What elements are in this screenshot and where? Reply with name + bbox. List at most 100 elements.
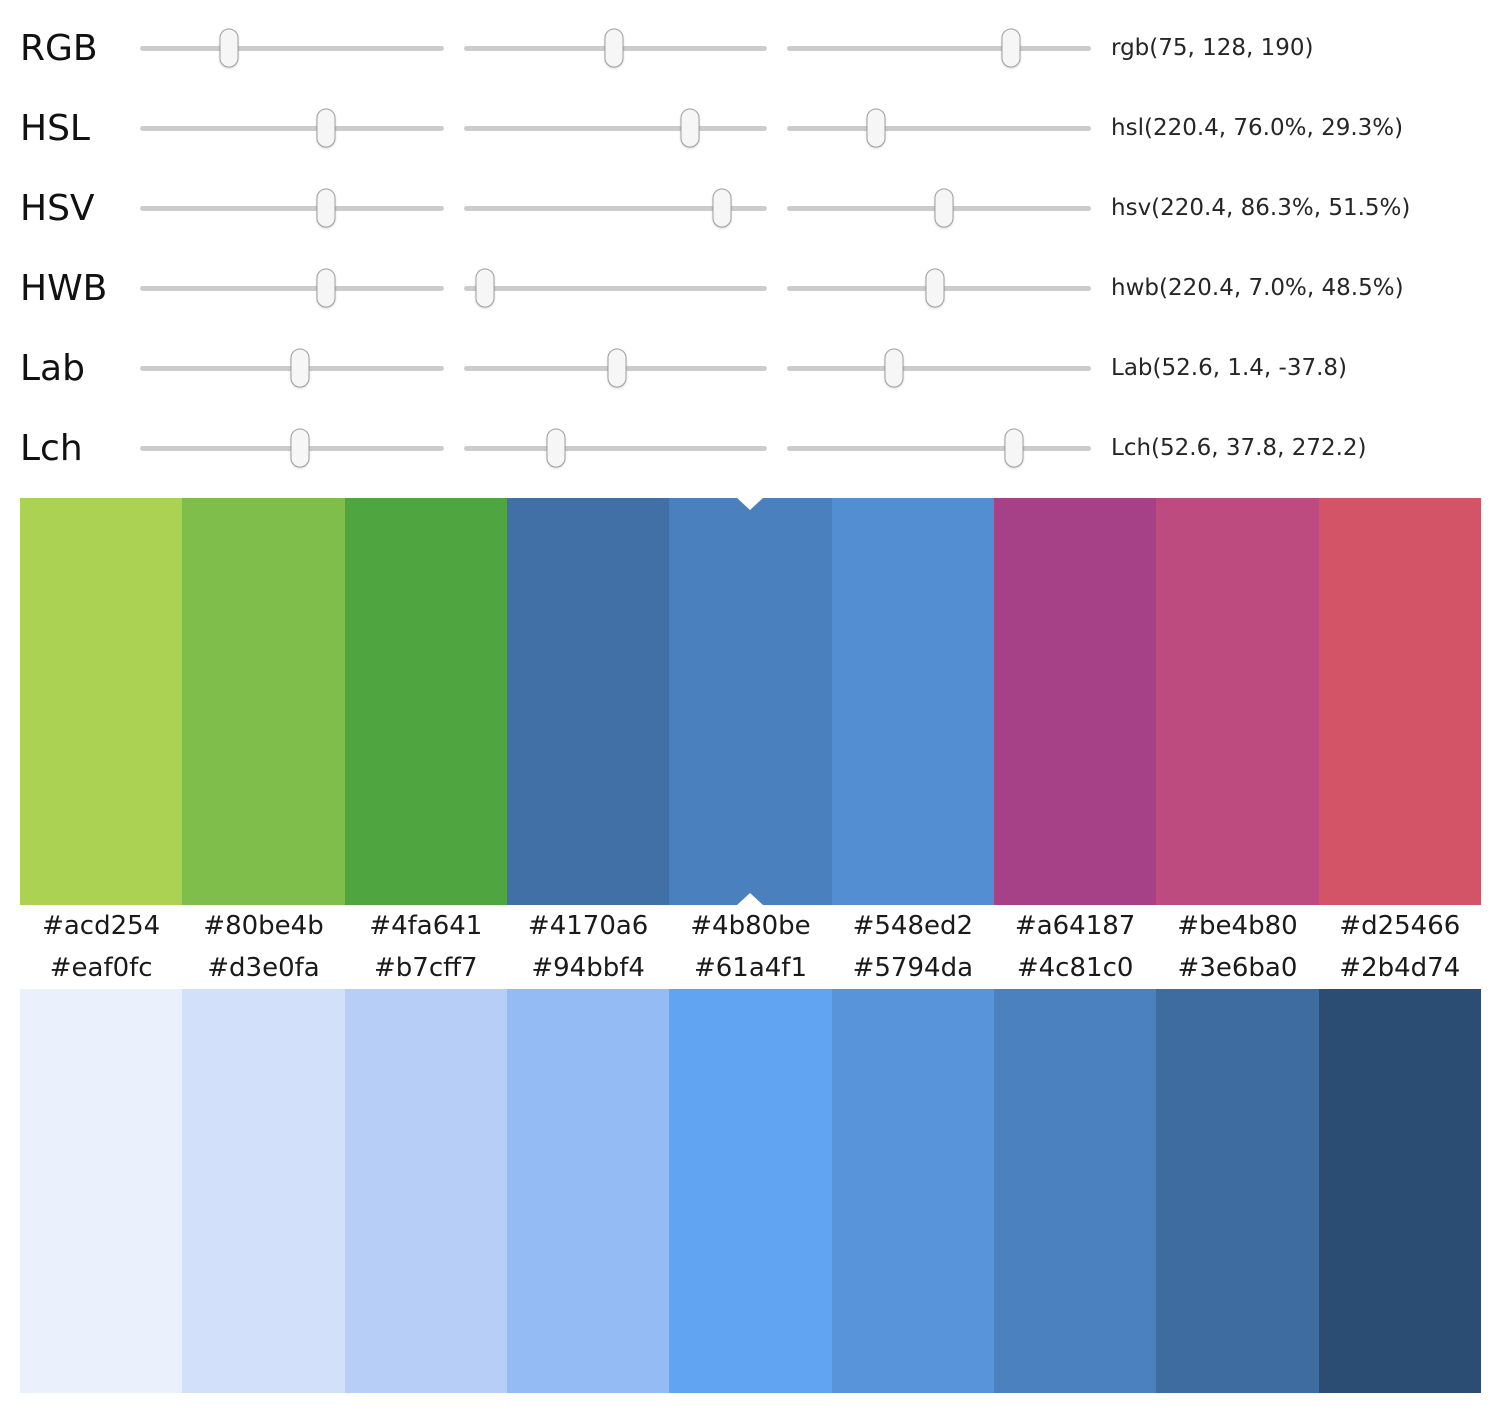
selected-swatch-notch-bottom-icon: [737, 893, 764, 905]
palette-swatch[interactable]: [1156, 498, 1319, 905]
palette-swatch[interactable]: [993, 498, 1157, 905]
palette-swatch[interactable]: [1318, 989, 1481, 1393]
colorspace-label: HSL: [20, 107, 90, 149]
channel-3-slider[interactable]: [787, 426, 1092, 470]
color-value-text: hsv(220.4, 86.3%, 51.5%): [1111, 195, 1411, 221]
swatch-hex-label: #4170a6: [527, 911, 649, 941]
slider-thumb[interactable]: [316, 188, 336, 228]
swatch-hex-label: #61a4f1: [693, 953, 807, 983]
swatch-hex-label: #2b4d74: [1339, 953, 1461, 983]
palette-swatch[interactable]: [20, 498, 183, 905]
slider-row-hsv: HSV hsv(220.4, 86.3%, 51.5%): [20, 168, 1481, 248]
palette-swatch[interactable]: [669, 989, 832, 1393]
slider-row-hwb: HWB hwb(220.4, 7.0%, 48.5%): [20, 248, 1481, 328]
slider-thumb[interactable]: [607, 348, 627, 388]
palette-swatch[interactable]: [182, 498, 345, 905]
slider-thumb[interactable]: [680, 108, 700, 148]
swatch-hex-label: #4fa641: [369, 911, 483, 941]
slider-thumb[interactable]: [934, 188, 954, 228]
palette-swatch[interactable]: [506, 989, 670, 1393]
swatch-hex-label: #94bbf4: [531, 953, 645, 983]
channel-3-slider[interactable]: [787, 106, 1092, 150]
channel-2-slider[interactable]: [463, 346, 768, 390]
slider-thumb[interactable]: [604, 28, 624, 68]
slider-thumb[interactable]: [866, 108, 886, 148]
slider-thumb[interactable]: [475, 268, 495, 308]
palette-swatch[interactable]: [831, 989, 994, 1393]
slider-track[interactable]: [140, 125, 444, 131]
main-palette-hex-labels: #acd254 #80be4b #4fa641 #4170a6 #4b80be …: [20, 905, 1481, 947]
swatch-hex-label: #3e6ba0: [1177, 953, 1298, 983]
channel-1-slider[interactable]: [140, 426, 444, 470]
channel-2-slider[interactable]: [463, 106, 768, 150]
channel-2-slider[interactable]: [463, 266, 768, 310]
swatch-hex-label: #80be4b: [203, 911, 324, 941]
slider-track[interactable]: [787, 125, 1092, 131]
swatch-hex-label: #4b80be: [690, 911, 811, 941]
channel-3-slider[interactable]: [787, 186, 1092, 230]
slider-track[interactable]: [463, 445, 768, 451]
palette-swatch[interactable]: [993, 989, 1157, 1393]
slider-thumb[interactable]: [884, 348, 904, 388]
slider-thumb[interactable]: [546, 428, 566, 468]
slider-thumb[interactable]: [316, 108, 336, 148]
color-value-text: Lch(52.6, 37.8, 272.2): [1111, 435, 1367, 461]
slider-track[interactable]: [140, 205, 444, 211]
slider-thumb[interactable]: [925, 268, 945, 308]
color-value-text: hwb(220.4, 7.0%, 48.5%): [1111, 275, 1404, 301]
palette-swatch-selected[interactable]: [669, 498, 832, 905]
slider-track[interactable]: [463, 205, 768, 211]
palette-swatch[interactable]: [1156, 989, 1319, 1393]
slider-thumb[interactable]: [290, 348, 310, 388]
slider-track[interactable]: [787, 445, 1092, 451]
slider-thumb[interactable]: [316, 268, 336, 308]
channel-1-slider[interactable]: [140, 346, 444, 390]
palette-swatch[interactable]: [182, 989, 345, 1393]
swatch-hex-label: #b7cff7: [374, 953, 478, 983]
swatch-hex-label: #d3e0fa: [207, 953, 320, 983]
selected-swatch-notch-top-icon: [737, 498, 764, 510]
slider-thumb[interactable]: [219, 28, 239, 68]
shade-palette-hex-labels: #eaf0fc #d3e0fa #b7cff7 #94bbf4 #61a4f1 …: [20, 947, 1481, 989]
palette-swatch[interactable]: [20, 989, 183, 1393]
swatch-hex-label: #d25466: [1339, 911, 1461, 941]
channel-3-slider[interactable]: [787, 346, 1092, 390]
slider-track[interactable]: [140, 45, 444, 51]
color-value-text: rgb(75, 128, 190): [1111, 35, 1314, 61]
palette-swatch[interactable]: [1318, 498, 1481, 905]
swatch-hex-label: #be4b80: [1177, 911, 1298, 941]
channel-1-slider[interactable]: [140, 26, 444, 70]
swatch-hex-label: #acd254: [42, 911, 161, 941]
palette-swatch[interactable]: [506, 498, 670, 905]
slider-thumb[interactable]: [712, 188, 732, 228]
channel-2-slider[interactable]: [463, 426, 768, 470]
palette-swatch[interactable]: [344, 498, 507, 905]
slider-thumb[interactable]: [290, 428, 310, 468]
palette-swatch[interactable]: [344, 989, 507, 1393]
channel-2-slider[interactable]: [463, 26, 768, 70]
swatch-hex-label: #548ed2: [852, 911, 974, 941]
color-value-text: hsl(220.4, 76.0%, 29.3%): [1111, 115, 1404, 141]
colorspace-label: HSV: [20, 187, 95, 229]
slider-thumb[interactable]: [1004, 428, 1024, 468]
slider-track[interactable]: [140, 285, 444, 291]
channel-3-slider[interactable]: [787, 266, 1092, 310]
slider-row-lab: Lab Lab(52.6, 1.4, -37.8): [20, 328, 1481, 408]
channel-2-slider[interactable]: [463, 186, 768, 230]
slider-row-lch: Lch Lch(52.6, 37.8, 272.2): [20, 408, 1481, 488]
slider-thumb[interactable]: [1001, 28, 1021, 68]
channel-1-slider[interactable]: [140, 106, 444, 150]
swatch-hex-label: #4c81c0: [1016, 953, 1134, 983]
slider-track[interactable]: [787, 365, 1092, 371]
channel-3-slider[interactable]: [787, 26, 1092, 70]
shade-palette: [20, 989, 1481, 1393]
colorspace-label: RGB: [20, 27, 98, 69]
slider-track[interactable]: [463, 125, 768, 131]
colorspace-label: Lch: [20, 427, 83, 469]
slider-track[interactable]: [787, 45, 1092, 51]
colorspace-label: HWB: [20, 267, 108, 309]
slider-track[interactable]: [463, 285, 768, 291]
channel-1-slider[interactable]: [140, 266, 444, 310]
palette-swatch[interactable]: [831, 498, 994, 905]
channel-1-slider[interactable]: [140, 186, 444, 230]
